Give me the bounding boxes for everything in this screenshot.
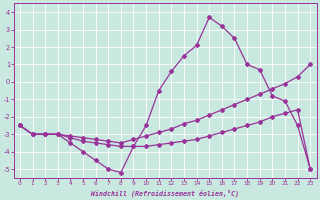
X-axis label: Windchill (Refroidissement éolien,°C): Windchill (Refroidissement éolien,°C) <box>91 189 239 197</box>
